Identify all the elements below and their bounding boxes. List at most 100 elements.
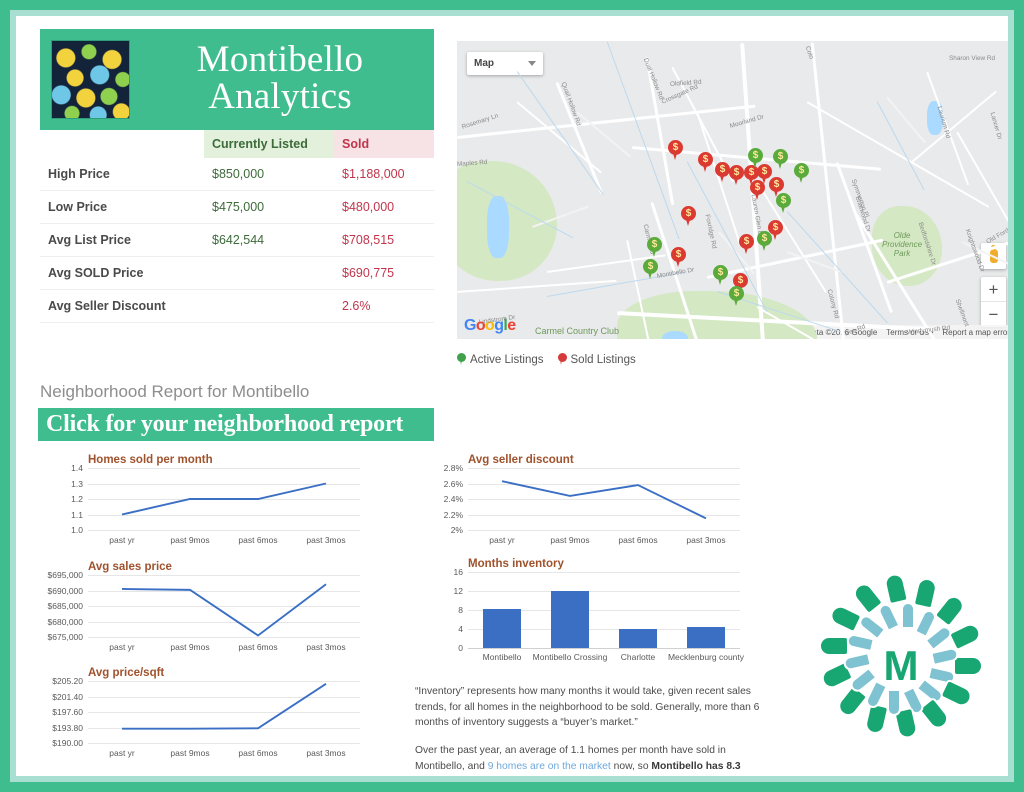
map-marker-active-listing[interactable]: $ [794, 163, 809, 184]
zoom-in-button[interactable]: + [981, 277, 1006, 302]
chart-gridline [88, 590, 360, 592]
map-type-dropdown[interactable]: Map [467, 52, 543, 75]
zoom-out-button[interactable]: − [988, 305, 999, 324]
report-heading: Neighborhood Report for Montibello [40, 382, 310, 401]
chart-x-tick-label: past 3mos [306, 535, 346, 545]
chart-avg-price-per-sqft: Avg price/sqft $190.00 $193.80 $197.60 $201… [52, 667, 360, 758]
houses-pattern-icon [51, 40, 130, 119]
chart-axis-line [468, 648, 740, 649]
map-marker-active-listing[interactable]: $ [729, 286, 744, 307]
map-road-shape [886, 96, 927, 144]
company-flower-logo: M [811, 571, 991, 756]
chart-x-tick-label: past 3mos [306, 748, 346, 758]
inventory-paragraph-1: “Inventory” represents how many months i… [415, 686, 760, 729]
cell-listed: $642,544 [204, 223, 334, 257]
chart-y-tick-label: 1.2 [71, 494, 83, 504]
logo-petal-outer [939, 678, 975, 710]
google-logo-letter: G [464, 317, 476, 334]
chart-gridline [468, 572, 740, 573]
neighborhood-report-cta-button[interactable]: Click for your neighborhood report [38, 408, 434, 441]
red-pin-icon [557, 353, 567, 366]
map-street-label: Shellmont [953, 298, 971, 328]
brand-title-line1: Montibello [196, 39, 364, 81]
map-marker-sold-listing[interactable]: $ [681, 206, 696, 227]
chart-y-tick-label: $695,000 [47, 570, 83, 580]
logo-petal-outer [933, 591, 968, 628]
table-row: Low Price $475,000 $480,000 [40, 190, 434, 224]
chart-gridline [88, 681, 360, 682]
chart-title: Avg price/sqft [88, 667, 165, 679]
chart-gridline [88, 514, 360, 516]
map-marker-sold-listing[interactable]: $ [744, 165, 759, 186]
map-marker-active-listing[interactable]: $ [748, 148, 763, 169]
map-marker-sold-listing[interactable]: $ [729, 165, 744, 186]
chart-title: Months inventory [468, 558, 564, 570]
map-marker-active-listing[interactable]: $ [647, 237, 662, 258]
logo-petal-inner [901, 602, 915, 629]
map-marker-sold-listing[interactable]: $ [668, 140, 683, 161]
map-marker-sold-listing[interactable]: $ [698, 152, 713, 173]
map-marker-active-listing[interactable]: $ [773, 149, 788, 170]
chart-title: Avg seller discount [468, 454, 574, 466]
brand-card: Montibello Analytics Currently Listed So… [40, 29, 434, 323]
chevron-down-icon [528, 61, 536, 66]
map-marker-sold-listing[interactable]: $ [757, 164, 772, 185]
logo-petal-outer [834, 684, 869, 721]
map-marker-active-listing[interactable]: $ [643, 259, 658, 280]
map-water-shape [662, 331, 688, 339]
google-logo-letter: o [475, 317, 486, 334]
map-marker-sold-listing[interactable]: $ [715, 162, 730, 183]
table-header-row: Currently Listed Sold [40, 130, 434, 158]
chart-x-tick-label: past yr [489, 535, 515, 545]
chart-x-tick-label: past yr [109, 748, 135, 758]
logo-petal-outer [827, 602, 863, 634]
google-logo-letter: l [503, 317, 508, 334]
chart-x-tick-label: past 6mos [238, 748, 278, 758]
legend-item-active: Active Listings [457, 353, 544, 366]
chart-gridline [468, 468, 740, 469]
chart-y-tick-label: 2% [450, 525, 463, 535]
map-marker-sold-listing[interactable]: $ [768, 220, 783, 241]
chart-line-series [122, 683, 327, 730]
map-marker-active-listing[interactable]: $ [713, 265, 728, 286]
top-section: Montibello Analytics Currently Listed So… [16, 16, 1008, 366]
homes-on-market-link[interactable]: 9 homes are on the market [487, 760, 611, 772]
chart-x-tick-label: past 6mos [238, 642, 278, 652]
cell-sold: $480,000 [334, 190, 434, 224]
cell-sold: $690,775 [334, 256, 434, 290]
cta-label: Click for your neighborhood report [46, 411, 404, 437]
chart-y-tick-label: $205.20 [52, 676, 83, 686]
chart-x-tick-label: past 9mos [550, 535, 590, 545]
listings-map[interactable]: Map + − Google Map data ©2016 Google Ter… [457, 41, 1008, 339]
map-road-shape [457, 104, 756, 140]
cell-listed [204, 289, 334, 323]
chart-gridline [88, 606, 360, 607]
chart-gridline [88, 712, 360, 713]
map-marker-sold-listing[interactable]: $ [671, 247, 686, 268]
chart-gridline [468, 530, 740, 531]
google-logo-letter: o [485, 317, 495, 334]
chart-x-tick-label: Mecklenburg county [667, 652, 745, 662]
map-zoom-controls[interactable]: + − [981, 277, 1006, 327]
map-road-shape [457, 279, 617, 294]
chart-title: Homes sold per month [88, 454, 213, 466]
map-marker-sold-listing[interactable]: $ [739, 234, 754, 255]
map-marker-sold-listing[interactable]: $ [769, 177, 784, 198]
chart-gridline [88, 483, 360, 485]
legend-item-sold: Sold Listings [557, 353, 636, 366]
terms-of-use-link[interactable]: Terms of Use [886, 327, 934, 337]
map-marker-active-listing[interactable]: $ [776, 193, 791, 214]
map-marker-sold-listing[interactable]: $ [750, 180, 765, 201]
chart-bar [550, 591, 590, 648]
dashboard-page: Montibello Analytics Currently Listed So… [16, 16, 1008, 776]
chart-x-tick-label: Montibello Crossing [532, 652, 608, 662]
chart-y-tick-label: 1.1 [71, 509, 83, 520]
map-road-shape [516, 101, 602, 174]
map-marker-active-listing[interactable]: $ [757, 231, 772, 252]
map-canvas[interactable]: Map + − Google Map data ©2016 Google Ter… [457, 41, 1008, 339]
chart-x-tick-label: past 9mos [170, 748, 210, 758]
inventory-paragraph-2: Over the past year, an average of 1.1 ho… [415, 743, 775, 776]
chart-y-tick-label: 1.4 [71, 463, 83, 473]
report-map-error-link[interactable]: Report a map error [942, 327, 1008, 337]
